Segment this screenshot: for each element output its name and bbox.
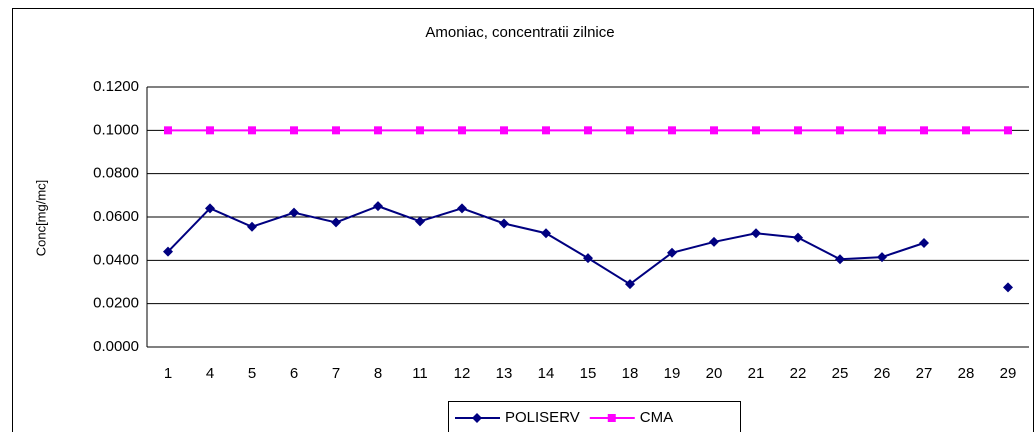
point (290, 126, 298, 135)
legend-box (448, 401, 741, 432)
point (751, 228, 761, 239)
x-tick-label: 25 (832, 365, 849, 382)
point (373, 201, 383, 212)
point (710, 126, 718, 135)
point (247, 221, 257, 232)
point (205, 203, 215, 214)
x-tick-label: 20 (706, 365, 723, 382)
y-tick-label: 0.0200 (93, 295, 139, 312)
point (458, 126, 466, 135)
point (500, 126, 508, 135)
x-tick-label: 19 (664, 365, 681, 382)
point (248, 126, 256, 135)
point (416, 126, 424, 135)
point (206, 126, 214, 135)
x-tick-label: 6 (290, 365, 298, 382)
point (962, 126, 970, 135)
point (332, 126, 340, 135)
x-tick-label: 22 (790, 365, 807, 382)
x-tick-label: 4 (206, 365, 214, 382)
x-tick-label: 8 (374, 365, 382, 382)
x-tick-label: 29 (1000, 365, 1017, 382)
point (541, 228, 551, 239)
x-tick-label: 5 (248, 365, 256, 382)
legend-label: CMA (640, 409, 673, 426)
point (667, 247, 677, 258)
point (374, 126, 382, 135)
y-tick-label: 0.0800 (93, 165, 139, 182)
legend-label: POLISERV (505, 409, 580, 426)
x-tick-label: 12 (454, 365, 471, 382)
point (289, 207, 299, 218)
point (163, 246, 173, 257)
x-tick-label: 13 (496, 365, 513, 382)
point (835, 254, 845, 265)
point (793, 232, 803, 243)
point (1003, 282, 1013, 293)
point (709, 236, 719, 247)
point (583, 253, 593, 264)
point (625, 279, 635, 290)
point (331, 217, 341, 228)
x-tick-label: 18 (622, 365, 639, 382)
point (584, 126, 592, 135)
x-tick-label: 15 (580, 365, 597, 382)
point (794, 126, 802, 135)
point (877, 252, 887, 263)
point (668, 126, 676, 135)
y-tick-label: 0.1000 (93, 121, 139, 138)
y-tick-label: 0.0600 (93, 208, 139, 225)
y-tick-label: 0.0400 (93, 251, 139, 268)
legend-marker (607, 414, 616, 422)
chart-border (12, 8, 1034, 432)
point (626, 126, 634, 135)
x-tick-label: 28 (958, 365, 975, 382)
point (1004, 126, 1012, 135)
y-axis-label: Conc[mg/mc] (33, 180, 48, 257)
point (164, 126, 172, 135)
point (415, 216, 425, 227)
point (920, 126, 928, 135)
point (878, 126, 886, 135)
x-tick-label: 7 (332, 365, 340, 382)
y-tick-label: 0.1200 (93, 78, 139, 95)
chart-title: Amoniac, concentratii zilnice (425, 24, 614, 41)
point (752, 126, 760, 135)
y-tick-label: 0.0000 (93, 338, 139, 355)
x-tick-label: 21 (748, 365, 765, 382)
point (919, 238, 929, 248)
x-tick-label: 26 (874, 365, 891, 382)
x-tick-label: 11 (412, 365, 428, 382)
point (836, 126, 844, 135)
point (499, 218, 509, 229)
x-tick-label: 1 (164, 365, 172, 382)
x-tick-label: 27 (916, 365, 933, 382)
point (542, 126, 550, 135)
legend-marker (472, 413, 482, 423)
point (457, 203, 467, 214)
x-tick-label: 14 (538, 365, 555, 382)
